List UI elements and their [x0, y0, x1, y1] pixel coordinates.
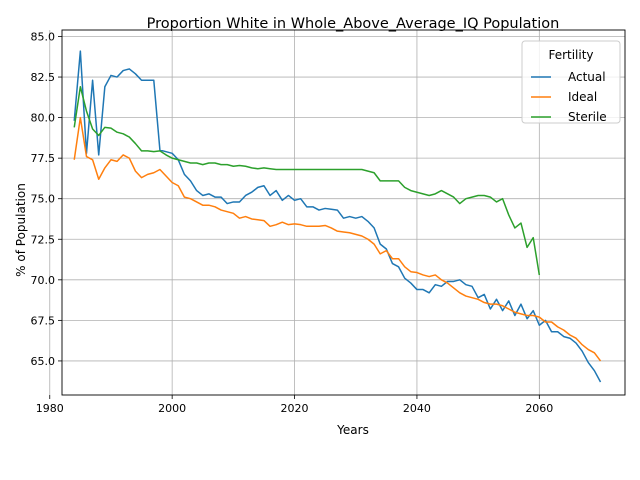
series-line-sterile — [73, 86, 541, 276]
y-tick-label: 72.5 — [31, 233, 56, 246]
x-tick-label: 2040 — [403, 402, 431, 415]
plot-area — [61, 29, 626, 396]
x-tick-label: 2060 — [525, 402, 553, 415]
legend: Fertility Actual Ideal Sterile — [521, 40, 621, 124]
y-tick-label: 77.5 — [31, 152, 56, 165]
chart-title: Proportion White in Whole_Above_Average_… — [147, 16, 560, 32]
x-tick-label: 2000 — [158, 402, 186, 415]
legend-label-sterile: Sterile — [568, 110, 607, 124]
y-tick-label: 65.0 — [31, 355, 56, 368]
y-tick-label: 85.0 — [31, 30, 56, 43]
x-tick-label: 1980 — [36, 402, 64, 415]
y-axis: 65.0 67.5 70.0 72.5 75.0 77.5 80.0 82.5 85.0 — [31, 30, 62, 368]
y-tick-label: 75.0 — [31, 193, 56, 206]
y-tick-label: 82.5 — [31, 71, 56, 84]
y-tick-label: 70.0 — [31, 274, 56, 287]
x-axis: 1980 2000 2020 2040 2060 — [36, 395, 553, 415]
y-axis-label: % of Population — [14, 183, 28, 277]
legend-entries: Actual Ideal Sterile — [531, 70, 607, 124]
legend-title: Fertility — [548, 48, 593, 62]
series-line-ideal — [73, 116, 602, 362]
y-tick-label: 80.0 — [31, 112, 56, 125]
series-lines — [73, 50, 602, 383]
legend-label-ideal: Ideal — [568, 90, 597, 104]
legend-label-actual: Actual — [568, 70, 606, 84]
x-tick-label: 2020 — [281, 402, 309, 415]
legend-box — [521, 40, 621, 124]
y-tick-label: 67.5 — [31, 314, 56, 327]
x-axis-label: Years — [336, 423, 369, 437]
